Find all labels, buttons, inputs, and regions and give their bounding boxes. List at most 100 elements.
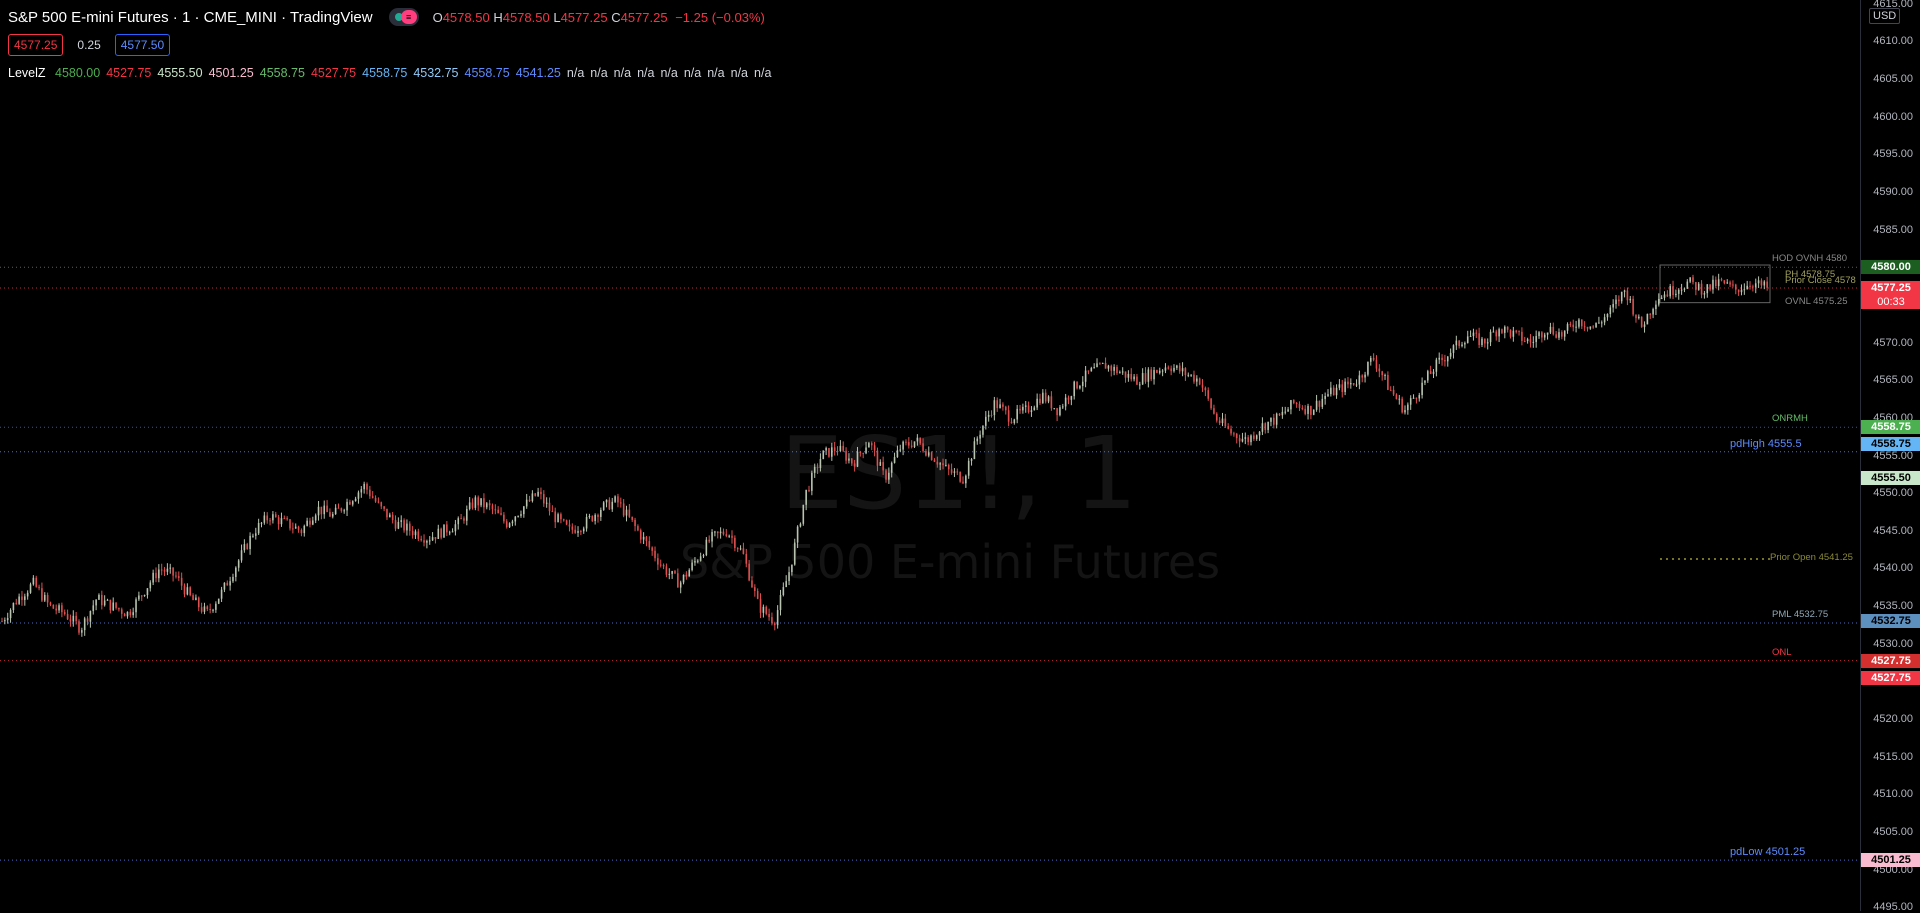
candle-body — [1509, 329, 1512, 337]
candle-body — [454, 524, 457, 532]
indicator-value: n/a — [590, 66, 608, 80]
candle-body — [263, 515, 266, 523]
candle-body — [1469, 336, 1472, 338]
levelz-legend[interactable]: LevelZ 4580.00 4527.75 4555.50 4501.25 4558.… — [8, 66, 783, 80]
candle-body — [1364, 374, 1366, 378]
candle-body — [1586, 326, 1589, 329]
candle-body — [865, 447, 867, 454]
price-axis[interactable]: USD 4615.00 4610.00 4605.00 4600.00 4595.00 4… — [1860, 0, 1920, 913]
candle-body — [982, 425, 984, 435]
candle-body — [103, 600, 106, 606]
candle-body — [779, 595, 782, 611]
candle-body — [297, 526, 300, 530]
candle-body — [831, 447, 833, 457]
price-level-badge[interactable]: 4527.75 — [1861, 653, 1920, 668]
candle-body — [1290, 400, 1292, 410]
price-chart[interactable] — [0, 0, 1860, 911]
candle-body — [374, 497, 377, 502]
price-level-badge[interactable]: 4501.25 — [1861, 853, 1920, 868]
candle-body — [1087, 370, 1090, 372]
candle-body — [1620, 291, 1623, 302]
candle-body — [1535, 336, 1537, 342]
candle-body — [1295, 402, 1298, 405]
candle-body — [543, 494, 545, 504]
candle-body — [657, 558, 659, 565]
candle-body — [1130, 373, 1133, 380]
candle-body — [722, 531, 725, 535]
candle-body — [106, 599, 109, 601]
price-tick-label: 4565.00 — [1873, 374, 1913, 387]
candle-body — [557, 514, 559, 523]
candle-body — [1347, 381, 1349, 385]
price-level-badge[interactable]: 4580.00 — [1861, 260, 1920, 275]
candle-body — [1016, 408, 1018, 420]
candle-body — [768, 613, 770, 618]
price-tick-label: 4600.00 — [1873, 110, 1913, 123]
indicator-value: n/a — [566, 66, 585, 80]
candle-body — [1387, 374, 1389, 390]
candle-body — [568, 524, 571, 527]
buy-button[interactable]: 4577.50 — [114, 34, 171, 56]
candle-body — [471, 502, 474, 508]
candle-body — [1221, 418, 1224, 424]
watermark-symbol: ES1!, 1 — [780, 415, 1138, 532]
price-tick-label: 4530.00 — [1873, 637, 1913, 650]
candle-body — [1101, 362, 1104, 364]
candle-body — [223, 582, 226, 590]
candle-body — [694, 561, 696, 563]
candle-body — [668, 573, 671, 575]
indicator-value: n/a — [754, 66, 772, 80]
currency-selector[interactable]: USD — [1869, 8, 1901, 24]
level-label: HOD OVNH 4580 — [1772, 253, 1847, 265]
market-status-toggle[interactable]: ≡ — [388, 8, 419, 26]
candle-body — [92, 605, 95, 612]
price-level-badge[interactable]: 4558.75 — [1861, 420, 1920, 435]
candle-body — [323, 505, 326, 515]
candle-body — [1666, 294, 1669, 297]
candle-body — [1218, 420, 1221, 424]
price-tick-label: 4505.00 — [1873, 825, 1913, 838]
candle-body — [1059, 407, 1061, 416]
candle-body — [217, 598, 220, 604]
price-level-badge[interactable]: 4558.75 — [1861, 437, 1920, 452]
candle-body — [990, 414, 993, 416]
indicator-name[interactable]: LevelZ — [8, 66, 46, 80]
candle-body — [540, 491, 542, 495]
candle-body — [1355, 384, 1358, 386]
candle-body — [1375, 359, 1378, 369]
candle-body — [565, 520, 568, 525]
indicator-menu-icon[interactable]: ≡ — [400, 10, 417, 24]
candle-body — [1292, 400, 1295, 403]
candle-body — [1201, 384, 1204, 388]
indicator-value: 4580.00 — [55, 66, 101, 80]
candle-body — [511, 521, 514, 524]
price-level-badge[interactable]: 4555.50 — [1861, 471, 1920, 486]
annotation-label: Prior Close 4578 — [1785, 275, 1856, 287]
candle-body — [1446, 356, 1449, 362]
price-level-badge[interactable]: 4532.75 — [1861, 614, 1920, 629]
candle-body — [1398, 398, 1401, 400]
candle-body — [1327, 394, 1329, 397]
candle-body — [246, 544, 249, 550]
candle-body — [1603, 317, 1606, 323]
candle-body — [1566, 324, 1569, 331]
sell-button[interactable]: 4577.25 — [8, 34, 64, 56]
chart-area[interactable]: ES1!, 1 S&P 500 E-mini Futures S&P 500 E… — [0, 0, 1860, 911]
candle-body — [1361, 375, 1364, 378]
candle-body — [1561, 332, 1563, 337]
candle-body — [805, 489, 807, 505]
candle-body — [15, 602, 18, 604]
price-level-badge[interactable]: 4577.25 — [1861, 280, 1920, 295]
candle-body — [1598, 322, 1600, 324]
candle-body — [1173, 367, 1175, 372]
candle-body — [235, 567, 237, 577]
candle-body — [905, 441, 907, 443]
candle-body — [1743, 289, 1746, 291]
candle-body — [939, 463, 941, 465]
symbol-title[interactable]: S&P 500 E-mini Futures · 1 · CME_MINI · … — [8, 8, 373, 26]
candle-body — [628, 509, 631, 517]
candle-body — [1273, 417, 1275, 425]
price-level-badge[interactable]: 4527.75 — [1861, 671, 1920, 686]
candle-body — [1541, 332, 1543, 338]
candle-body — [326, 505, 328, 513]
